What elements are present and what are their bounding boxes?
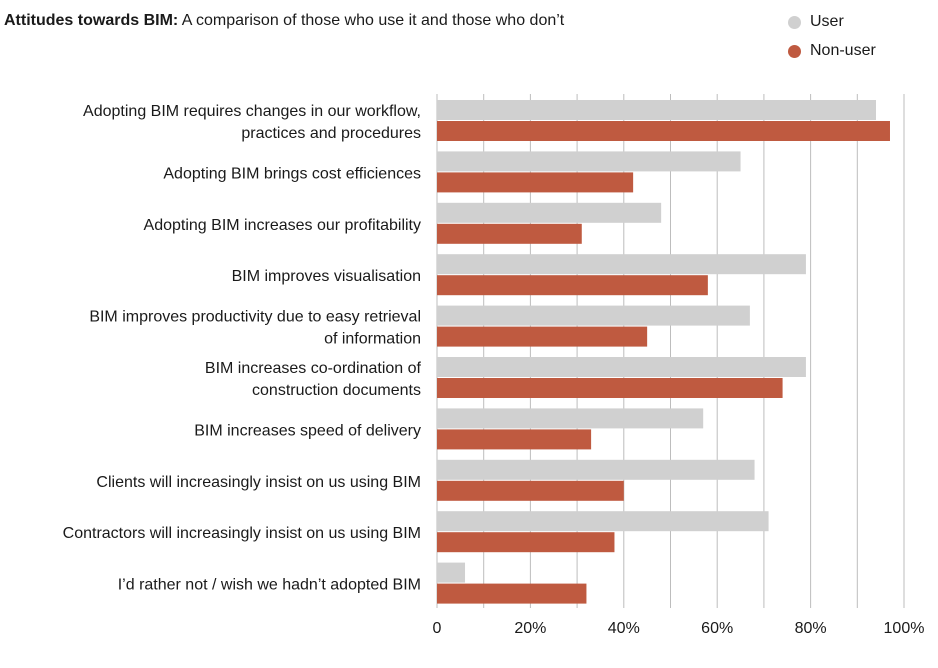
category-label-line: BIM improves visualisation	[232, 268, 421, 285]
bar-user	[437, 408, 704, 429]
category-label: BIM increases co-ordination of constructi…	[205, 360, 422, 399]
bar-user	[437, 562, 466, 583]
category-label-line: of information	[324, 331, 421, 348]
legend-label-non-user: Non-user	[810, 42, 876, 59]
bar-user	[437, 100, 876, 120]
category-label-line: Contractors will increasingly insist on …	[63, 525, 421, 542]
bar-user	[437, 511, 769, 532]
chart-title-bold: Attitudes towards BIM:	[4, 12, 179, 29]
category-label-line: Adopting BIM brings cost efficiences	[163, 165, 421, 182]
category-label-line: BIM increases speed of delivery	[194, 422, 421, 439]
category-label-line: BIM increases co-ordination of	[205, 360, 422, 377]
bar-user	[437, 202, 662, 223]
category-label-line: BIM improves productivity due to easy re…	[89, 309, 421, 326]
category-label-line: Adopting BIM increases our profitability	[144, 217, 421, 234]
category-label: BIM improves visualisation	[232, 268, 421, 285]
category-label: Adopting BIM requires changes in our wor…	[83, 103, 421, 142]
category-label-line: Adopting BIM requires changes in our wor…	[83, 103, 421, 120]
category-label: Adopting BIM brings cost efficiences	[163, 165, 421, 182]
x-tick-label: 40%	[608, 620, 640, 637]
x-tick-label: 20%	[514, 620, 546, 637]
legend-label-user: User	[810, 13, 844, 30]
category-label-line: Clients will increasingly insist on us u…	[96, 474, 421, 491]
bar-user	[437, 254, 806, 275]
legend-swatch-user	[788, 15, 801, 29]
chart-title: Attitudes towards BIM: A comparison of t…	[4, 12, 564, 30]
category-label-line: I’d rather not / wish we hadn’t adopted …	[118, 577, 421, 594]
bar-non-user	[437, 583, 587, 604]
category-label: Clients will increasingly insist on us u…	[96, 474, 421, 491]
bar-non-user	[437, 326, 648, 347]
chart-title-rest: A comparison of those who use it and tho…	[181, 12, 565, 29]
x-tick-label: 100%	[884, 620, 925, 637]
category-label: Contractors will increasingly insist on …	[63, 525, 421, 542]
legend-swatch-non-user	[788, 44, 801, 58]
bar-non-user	[437, 275, 708, 296]
category-label: I’d rather not / wish we hadn’t adopted …	[118, 577, 421, 594]
category-label: BIM increases speed of delivery	[194, 422, 421, 439]
bar-non-user	[437, 480, 624, 501]
bar-non-user	[437, 223, 582, 244]
bar-non-user	[437, 378, 783, 398]
bar-user	[437, 459, 755, 480]
category-label-line: practices and procedures	[241, 125, 421, 142]
bar-non-user	[437, 172, 634, 193]
x-tick-label: 0	[433, 620, 442, 637]
category-label-line: construction documents	[252, 382, 421, 399]
bar-user	[437, 357, 806, 377]
x-tick-label: 80%	[795, 620, 827, 637]
bar-non-user	[437, 429, 592, 450]
category-label: BIM improves productivity due to easy re…	[89, 309, 421, 348]
legend-item-non-user: Non-user	[788, 42, 876, 60]
bar-user	[437, 151, 741, 172]
x-tick-label: 60%	[701, 620, 733, 637]
bar-non-user	[437, 532, 615, 553]
bar-user	[437, 305, 750, 326]
bar-non-user	[437, 121, 890, 141]
legend-item-user: User	[788, 13, 844, 31]
category-label: Adopting BIM increases our profitability	[144, 217, 421, 234]
